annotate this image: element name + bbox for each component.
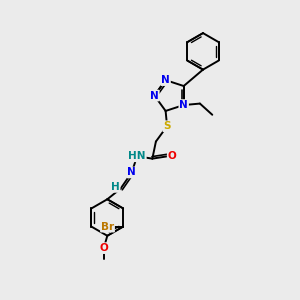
- Text: N: N: [161, 75, 170, 85]
- Text: O: O: [99, 243, 108, 253]
- Text: O: O: [168, 151, 176, 161]
- Text: N: N: [128, 167, 136, 178]
- Text: Br: Br: [101, 222, 114, 232]
- Text: HN: HN: [128, 151, 146, 161]
- Text: S: S: [163, 121, 171, 131]
- Text: N: N: [179, 100, 188, 110]
- Text: N: N: [150, 91, 159, 100]
- Text: H: H: [111, 182, 120, 192]
